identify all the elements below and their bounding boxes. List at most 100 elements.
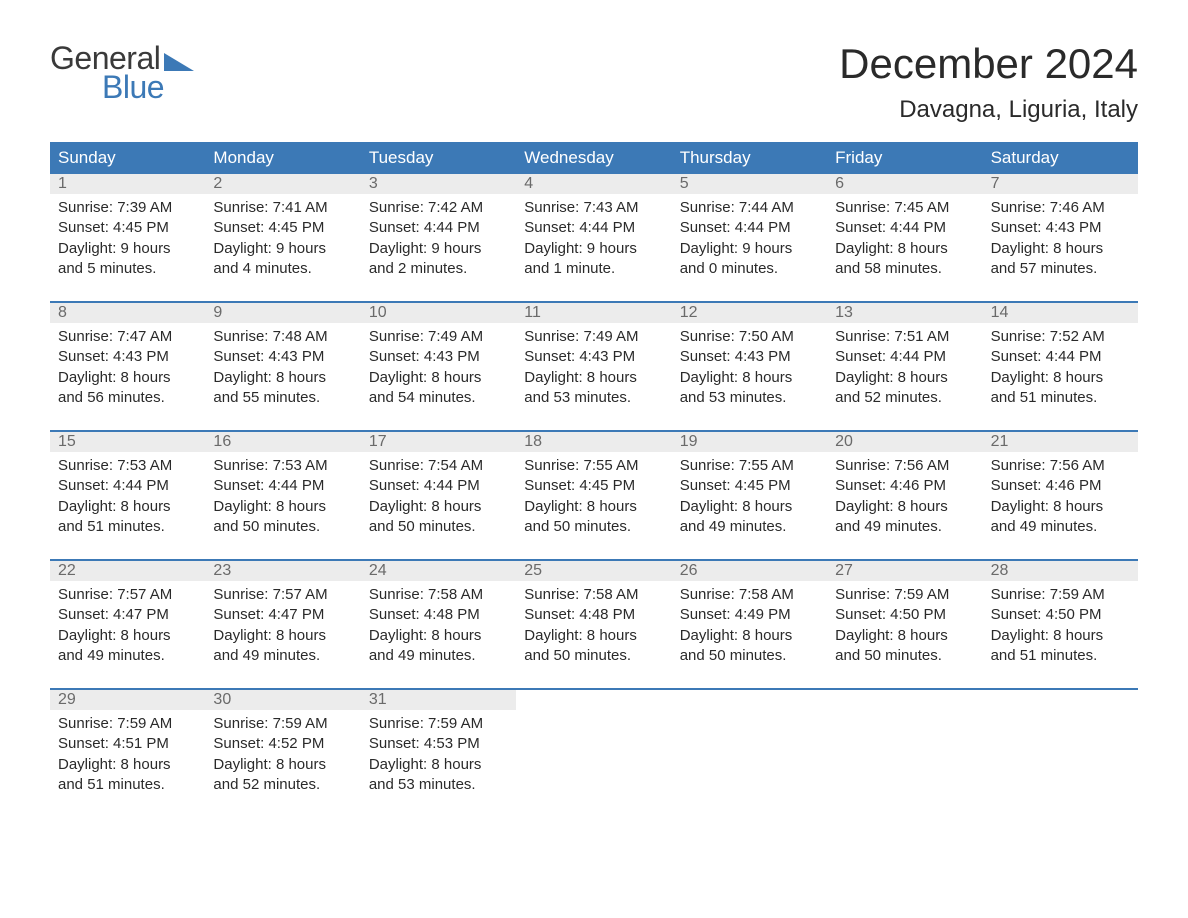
day-body: Sunrise: 7:58 AMSunset: 4:49 PMDaylight:… — [672, 581, 827, 672]
day-body: Sunrise: 7:44 AMSunset: 4:44 PMDaylight:… — [672, 194, 827, 285]
sunrise-text: Sunrise: 7:55 AM — [524, 456, 663, 476]
day-cell: 18Sunrise: 7:55 AMSunset: 4:45 PMDayligh… — [516, 432, 671, 543]
sunrise-text: Sunrise: 7:41 AM — [213, 198, 352, 218]
daylight-line2: and 55 minutes. — [213, 388, 352, 408]
daylight-line1: Daylight: 8 hours — [835, 368, 974, 388]
page-title: December 2024 — [839, 40, 1138, 88]
day-number: 26 — [672, 561, 827, 581]
daylight-line1: Daylight: 8 hours — [680, 497, 819, 517]
sunrise-text: Sunrise: 7:56 AM — [835, 456, 974, 476]
daylight-line1: Daylight: 8 hours — [835, 497, 974, 517]
daylight-line1: Daylight: 9 hours — [58, 239, 197, 259]
sunset-text: Sunset: 4:45 PM — [524, 476, 663, 496]
day-cell — [827, 690, 982, 801]
day-cell: 28Sunrise: 7:59 AMSunset: 4:50 PMDayligh… — [983, 561, 1138, 672]
daylight-line1: Daylight: 8 hours — [991, 368, 1130, 388]
sunset-text: Sunset: 4:51 PM — [58, 734, 197, 754]
daylight-line2: and 0 minutes. — [680, 259, 819, 279]
day-cell: 19Sunrise: 7:55 AMSunset: 4:45 PMDayligh… — [672, 432, 827, 543]
day-body: Sunrise: 7:52 AMSunset: 4:44 PMDaylight:… — [983, 323, 1138, 414]
sunrise-text: Sunrise: 7:59 AM — [58, 714, 197, 734]
day-body: Sunrise: 7:59 AMSunset: 4:53 PMDaylight:… — [361, 710, 516, 801]
daylight-line2: and 2 minutes. — [369, 259, 508, 279]
day-body: Sunrise: 7:55 AMSunset: 4:45 PMDaylight:… — [516, 452, 671, 543]
day-cell: 1Sunrise: 7:39 AMSunset: 4:45 PMDaylight… — [50, 174, 205, 285]
daylight-line2: and 49 minutes. — [58, 646, 197, 666]
daylight-line1: Daylight: 9 hours — [524, 239, 663, 259]
day-body: Sunrise: 7:49 AMSunset: 4:43 PMDaylight:… — [516, 323, 671, 414]
day-number: 15 — [50, 432, 205, 452]
sunrise-text: Sunrise: 7:58 AM — [524, 585, 663, 605]
day-number: 24 — [361, 561, 516, 581]
day-cell: 25Sunrise: 7:58 AMSunset: 4:48 PMDayligh… — [516, 561, 671, 672]
sunset-text: Sunset: 4:44 PM — [991, 347, 1130, 367]
day-body: Sunrise: 7:46 AMSunset: 4:43 PMDaylight:… — [983, 194, 1138, 285]
day-cell: 14Sunrise: 7:52 AMSunset: 4:44 PMDayligh… — [983, 303, 1138, 414]
daylight-line2: and 51 minutes. — [991, 646, 1130, 666]
day-body: Sunrise: 7:55 AMSunset: 4:45 PMDaylight:… — [672, 452, 827, 543]
sunrise-text: Sunrise: 7:58 AM — [369, 585, 508, 605]
title-block: December 2024 Davagna, Liguria, Italy — [839, 40, 1138, 124]
weekday-header: Wednesday — [516, 142, 671, 174]
weekday-header: Monday — [205, 142, 360, 174]
header-region: General Blue December 2024 Davagna, Ligu… — [50, 40, 1138, 124]
daylight-line2: and 49 minutes. — [991, 517, 1130, 537]
sunset-text: Sunset: 4:46 PM — [835, 476, 974, 496]
week-row: 15Sunrise: 7:53 AMSunset: 4:44 PMDayligh… — [50, 430, 1138, 543]
day-cell: 23Sunrise: 7:57 AMSunset: 4:47 PMDayligh… — [205, 561, 360, 672]
daylight-line1: Daylight: 8 hours — [369, 497, 508, 517]
day-cell: 24Sunrise: 7:58 AMSunset: 4:48 PMDayligh… — [361, 561, 516, 672]
daylight-line1: Daylight: 8 hours — [369, 755, 508, 775]
weekday-header: Tuesday — [361, 142, 516, 174]
daylight-line2: and 49 minutes. — [369, 646, 508, 666]
day-cell: 4Sunrise: 7:43 AMSunset: 4:44 PMDaylight… — [516, 174, 671, 285]
daylight-line2: and 57 minutes. — [991, 259, 1130, 279]
daylight-line1: Daylight: 9 hours — [369, 239, 508, 259]
daylight-line2: and 56 minutes. — [58, 388, 197, 408]
daylight-line1: Daylight: 8 hours — [991, 626, 1130, 646]
week-row: 29Sunrise: 7:59 AMSunset: 4:51 PMDayligh… — [50, 688, 1138, 801]
daylight-line1: Daylight: 8 hours — [991, 239, 1130, 259]
day-body: Sunrise: 7:58 AMSunset: 4:48 PMDaylight:… — [361, 581, 516, 672]
sunset-text: Sunset: 4:47 PM — [58, 605, 197, 625]
day-cell: 3Sunrise: 7:42 AMSunset: 4:44 PMDaylight… — [361, 174, 516, 285]
daylight-line2: and 5 minutes. — [58, 259, 197, 279]
daylight-line2: and 50 minutes. — [369, 517, 508, 537]
sunrise-text: Sunrise: 7:59 AM — [835, 585, 974, 605]
sunset-text: Sunset: 4:48 PM — [369, 605, 508, 625]
daylight-line1: Daylight: 8 hours — [369, 368, 508, 388]
daylight-line1: Daylight: 8 hours — [213, 626, 352, 646]
day-cell: 22Sunrise: 7:57 AMSunset: 4:47 PMDayligh… — [50, 561, 205, 672]
day-number: 4 — [516, 174, 671, 194]
sunset-text: Sunset: 4:44 PM — [835, 347, 974, 367]
daylight-line1: Daylight: 8 hours — [680, 626, 819, 646]
weekday-header: Sunday — [50, 142, 205, 174]
day-number: 8 — [50, 303, 205, 323]
day-number: 2 — [205, 174, 360, 194]
day-number: 1 — [50, 174, 205, 194]
day-cell — [516, 690, 671, 801]
daylight-line2: and 49 minutes. — [680, 517, 819, 537]
day-cell: 26Sunrise: 7:58 AMSunset: 4:49 PMDayligh… — [672, 561, 827, 672]
sunset-text: Sunset: 4:44 PM — [835, 218, 974, 238]
daylight-line2: and 51 minutes. — [991, 388, 1130, 408]
day-cell: 8Sunrise: 7:47 AMSunset: 4:43 PMDaylight… — [50, 303, 205, 414]
day-body: Sunrise: 7:43 AMSunset: 4:44 PMDaylight:… — [516, 194, 671, 285]
sunset-text: Sunset: 4:53 PM — [369, 734, 508, 754]
daylight-line1: Daylight: 8 hours — [524, 626, 663, 646]
day-number: 3 — [361, 174, 516, 194]
sunrise-text: Sunrise: 7:59 AM — [213, 714, 352, 734]
day-body: Sunrise: 7:48 AMSunset: 4:43 PMDaylight:… — [205, 323, 360, 414]
daylight-line1: Daylight: 8 hours — [524, 497, 663, 517]
sunrise-text: Sunrise: 7:57 AM — [58, 585, 197, 605]
day-cell: 15Sunrise: 7:53 AMSunset: 4:44 PMDayligh… — [50, 432, 205, 543]
day-body: Sunrise: 7:58 AMSunset: 4:48 PMDaylight:… — [516, 581, 671, 672]
sunset-text: Sunset: 4:50 PM — [991, 605, 1130, 625]
day-number: 5 — [672, 174, 827, 194]
day-number: 25 — [516, 561, 671, 581]
sunset-text: Sunset: 4:50 PM — [835, 605, 974, 625]
day-body: Sunrise: 7:59 AMSunset: 4:50 PMDaylight:… — [827, 581, 982, 672]
daylight-line1: Daylight: 8 hours — [213, 755, 352, 775]
day-number: 28 — [983, 561, 1138, 581]
sunset-text: Sunset: 4:43 PM — [680, 347, 819, 367]
